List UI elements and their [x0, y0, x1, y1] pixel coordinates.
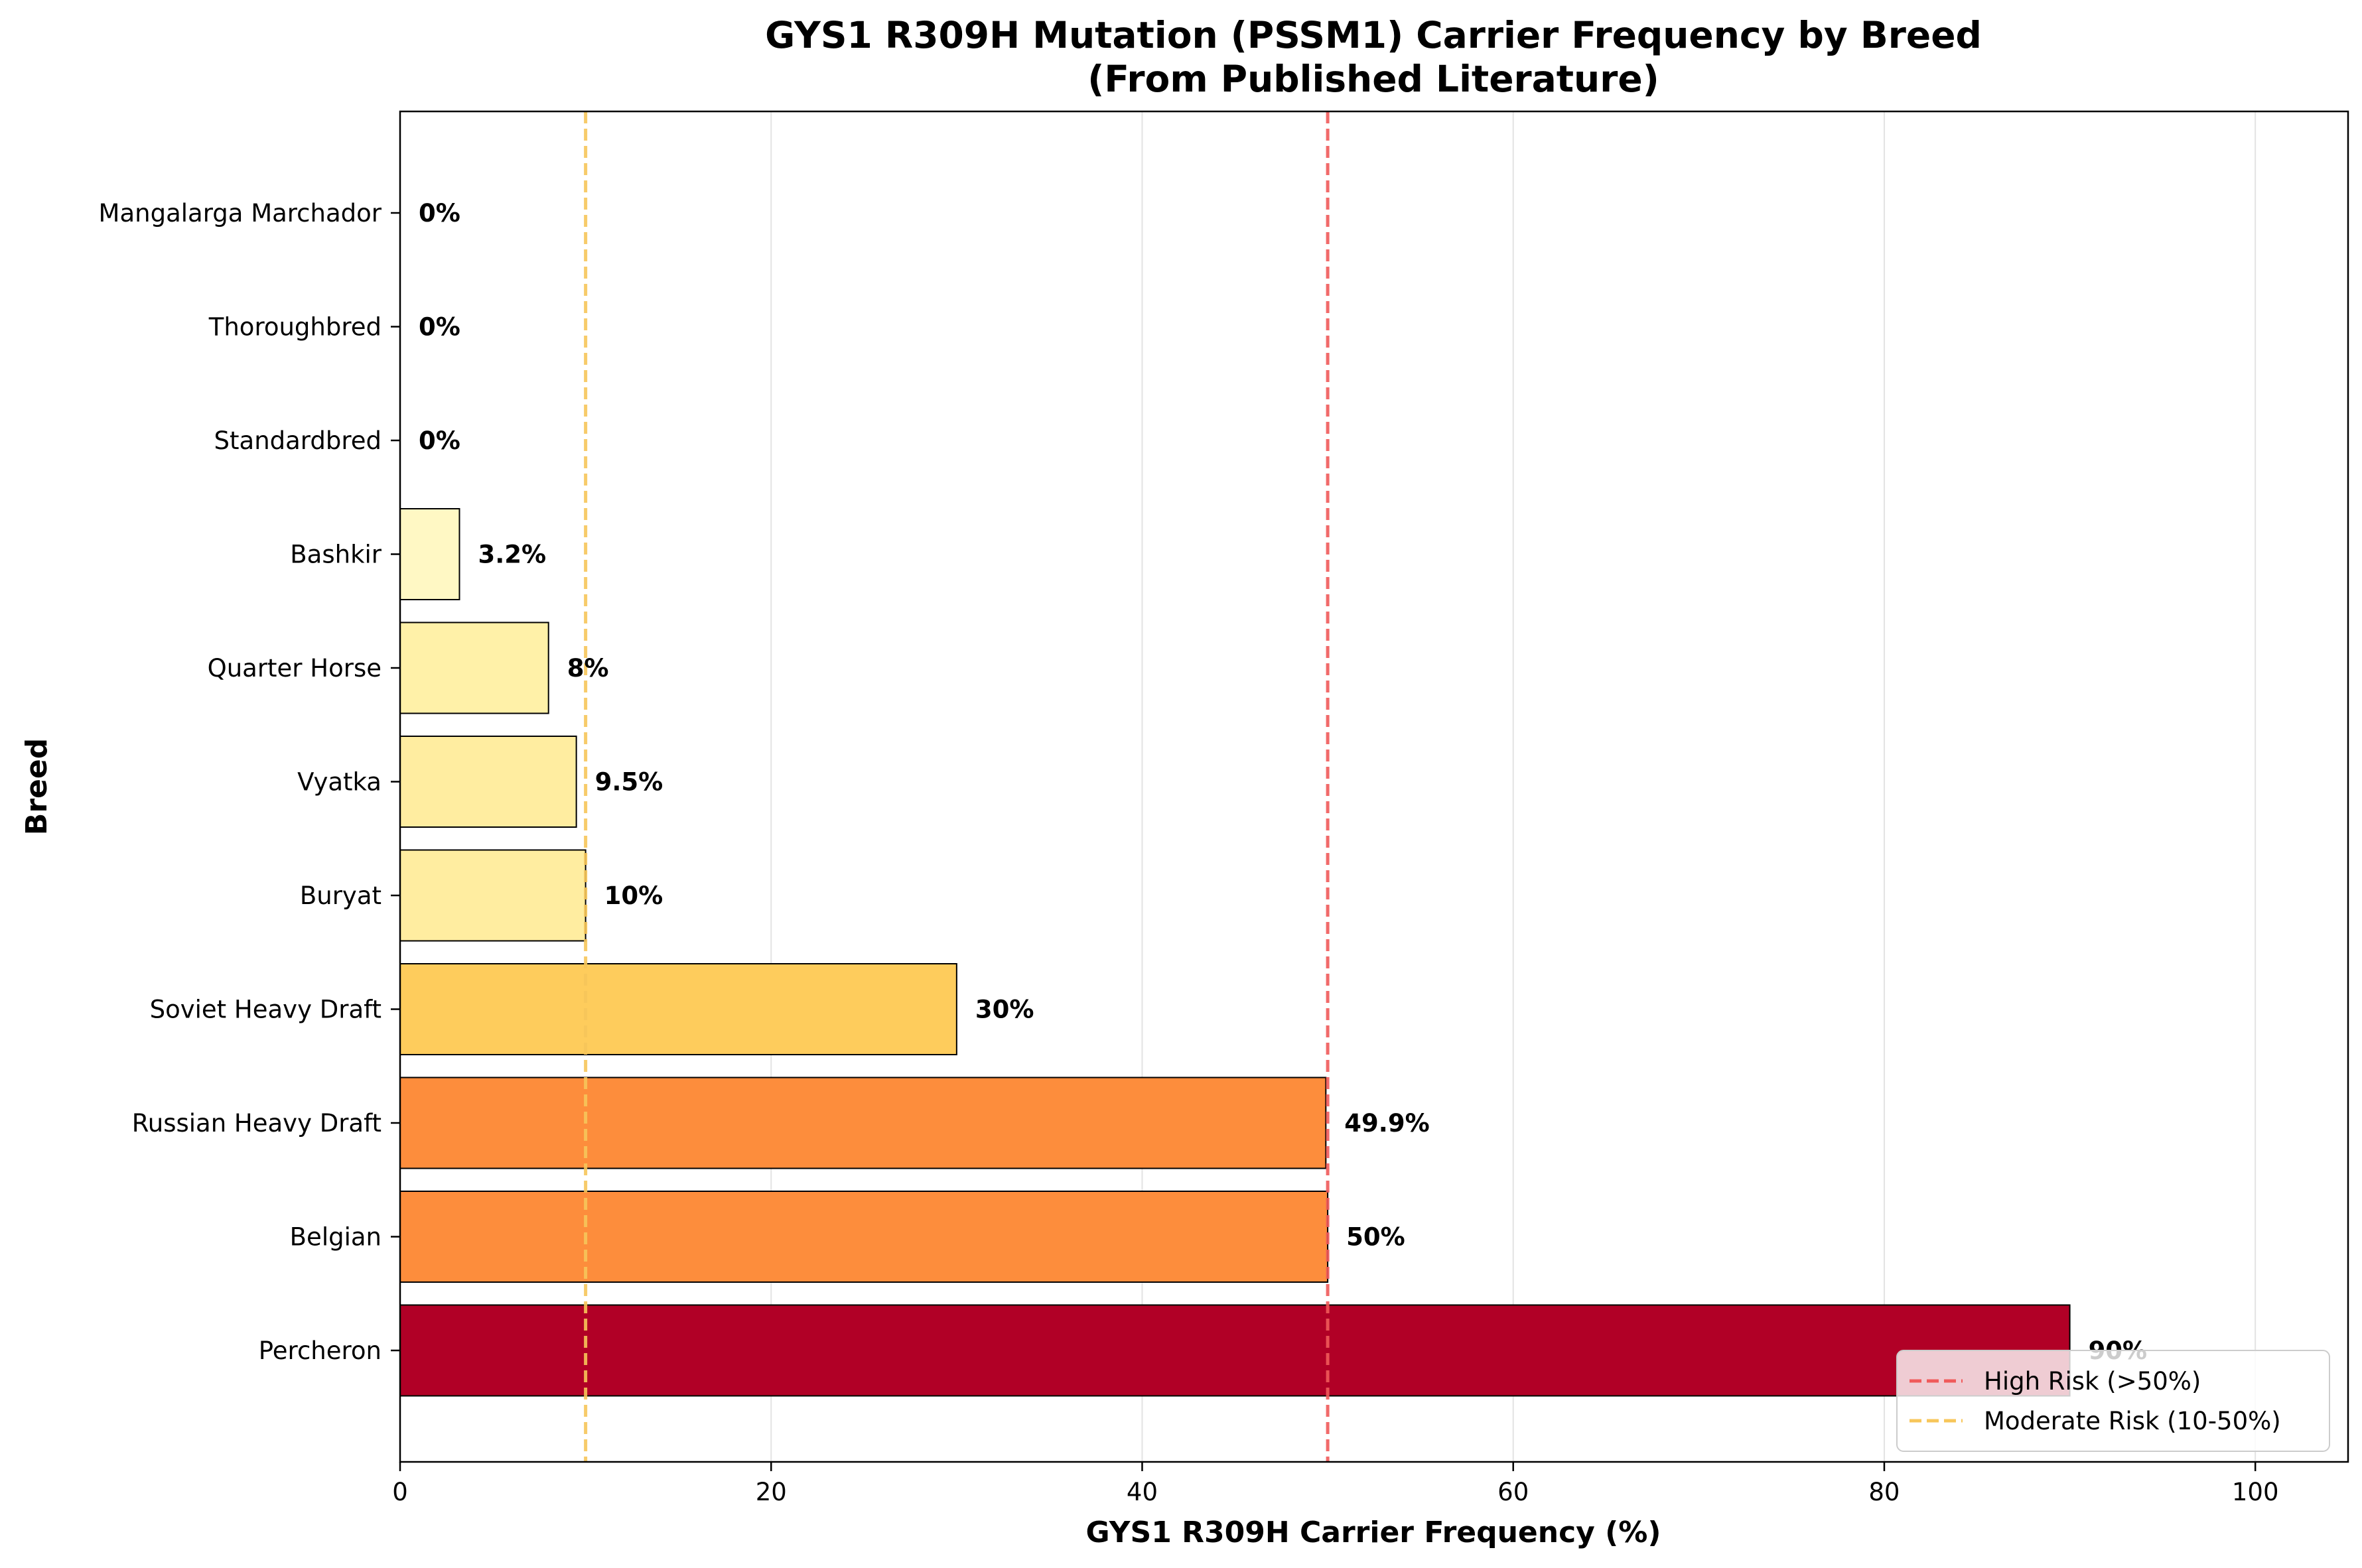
- data-label: 9.5%: [595, 768, 663, 797]
- y-tick-label: Belgian: [290, 1223, 382, 1252]
- bar: [399, 1304, 2071, 1397]
- data-label: 10%: [604, 882, 663, 910]
- data-label: 50%: [1346, 1223, 1405, 1252]
- x-axis-ticks: 0 20 40 60 80 100: [392, 1462, 2279, 1506]
- x-axis-label: GYS1 R309H Carrier Frequency (%): [1086, 1516, 1661, 1549]
- data-label: 0%: [419, 426, 460, 455]
- chart-title: GYS1 R309H Mutation (PSSM1) Carrier Freq…: [765, 14, 1982, 56]
- bars: [399, 508, 2071, 1397]
- bar: [399, 736, 577, 828]
- bar: [399, 1191, 1329, 1283]
- bar: [399, 508, 460, 600]
- bar: [399, 621, 549, 714]
- y-axis-ticks: Percheron Belgian Russian Heavy Draft Sovie…: [99, 199, 400, 1365]
- y-axis-label: Breed: [20, 738, 54, 835]
- y-tick-label: Percheron: [259, 1337, 382, 1365]
- data-label: 0%: [419, 313, 460, 342]
- y-tick-label: Vyatka: [297, 768, 382, 797]
- data-labels: 90%50%49.9%30%10%9.5%8%3.2%0%0%0%: [419, 199, 2147, 1365]
- x-tick-label: 80: [1868, 1478, 1900, 1506]
- y-tick-label: Soviet Heavy Draft: [150, 996, 382, 1024]
- x-tick-label: 20: [756, 1478, 787, 1506]
- chart-subtitle: (From Published Literature): [1087, 58, 1659, 100]
- bar: [399, 1077, 1327, 1169]
- data-label: 0%: [419, 199, 460, 228]
- y-tick-label: Buryat: [300, 882, 382, 910]
- x-tick-label: 0: [392, 1478, 408, 1506]
- data-label: 3.2%: [478, 541, 546, 569]
- bar: [399, 849, 587, 942]
- y-tick-label: Russian Heavy Draft: [132, 1109, 382, 1138]
- y-tick-label: Quarter Horse: [208, 654, 382, 683]
- legend-high-risk-label: High Risk (>50%): [1984, 1367, 2201, 1396]
- y-tick-label: Thoroughbred: [208, 313, 382, 342]
- legend: High Risk (>50%) Moderate Risk (10-50%): [1896, 1350, 2330, 1452]
- data-label: 30%: [975, 996, 1034, 1024]
- data-label: 49.9%: [1344, 1109, 1429, 1138]
- y-tick-label: Bashkir: [290, 541, 382, 569]
- legend-box: [1896, 1350, 2330, 1452]
- data-label: 8%: [567, 654, 609, 683]
- legend-moderate-risk-label: Moderate Risk (10-50%): [1984, 1407, 2281, 1435]
- y-tick-label: Standardbred: [214, 426, 382, 455]
- bar: [399, 963, 957, 1055]
- y-tick-label: Mangalarga Marchador: [99, 199, 382, 228]
- plot-area-frame: [399, 110, 2349, 1463]
- x-tick-label: 60: [1497, 1478, 1529, 1506]
- x-tick-label: 40: [1127, 1478, 1158, 1506]
- reference-lines: [584, 111, 1330, 1462]
- x-tick-label: 100: [2232, 1478, 2279, 1506]
